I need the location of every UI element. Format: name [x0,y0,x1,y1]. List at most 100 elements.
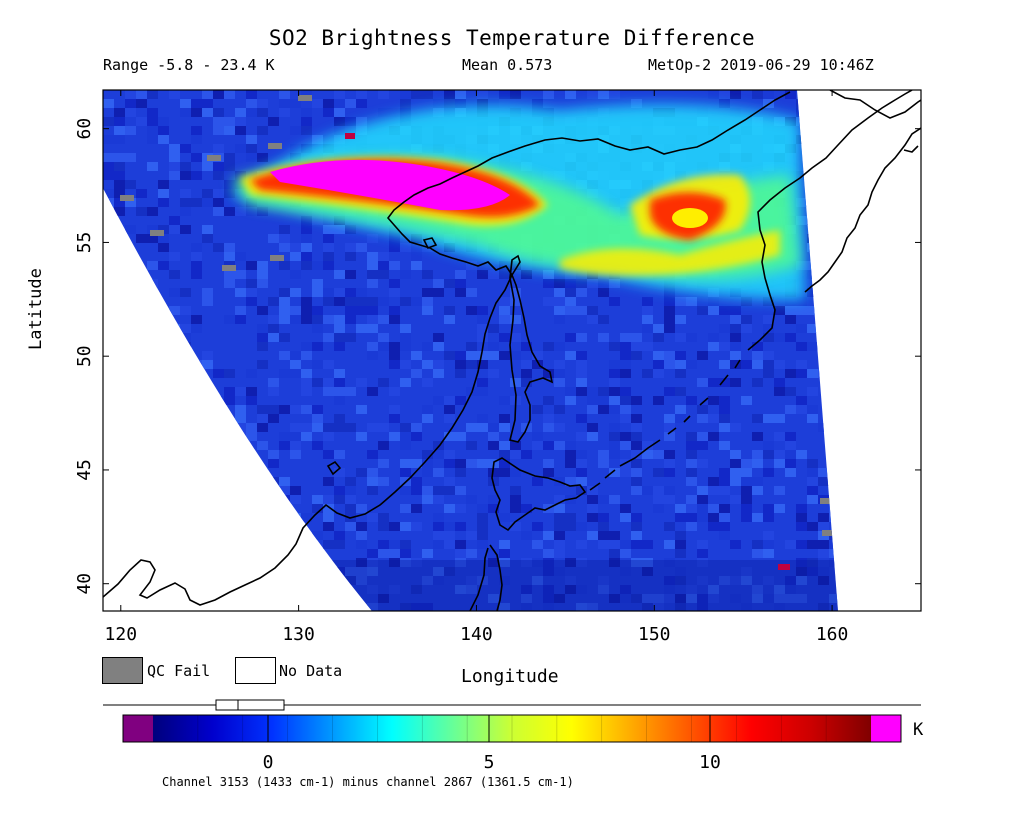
pixel [422,405,433,414]
pixel [796,513,807,522]
pixel [246,153,257,162]
pixel [323,513,334,522]
pixel [257,207,268,216]
pixel [730,342,741,351]
pixel [180,108,191,117]
qc-fail-swatch [102,657,143,684]
pixel [279,306,290,315]
pixel [400,342,411,351]
pixel [312,360,323,369]
coastline-chukotka [829,90,921,153]
pixel [686,360,697,369]
pixel [642,486,653,495]
pixel [576,468,587,477]
pixel [708,522,719,531]
pixel [400,99,411,108]
pixel [389,540,400,549]
pixel [257,441,268,450]
pixel [763,351,774,360]
pixel [378,315,389,324]
pixel [730,576,741,585]
pixel [334,117,345,126]
pixel [620,342,631,351]
pixel [312,324,323,333]
pixel [697,513,708,522]
pixel [279,243,290,252]
pixel [664,315,675,324]
pixel [697,540,708,549]
plume-region [270,159,510,211]
pixel [334,342,345,351]
pixel [334,270,345,279]
pixel [444,477,455,486]
pixel [741,495,752,504]
pixel [697,414,708,423]
pixel [708,414,719,423]
pixel [389,234,400,243]
pixel [323,432,334,441]
pixel [279,234,290,243]
pixel [543,549,554,558]
pixel [488,270,499,279]
pixel [477,387,488,396]
pixel [290,423,301,432]
pixel [785,315,796,324]
pixel [466,342,477,351]
pixel [620,441,631,450]
pixel [565,513,576,522]
pixel [477,540,488,549]
pixel [136,99,147,108]
pixel [653,324,664,333]
pixel [609,369,620,378]
pixel [565,288,576,297]
pixel [576,540,587,549]
pixel [675,594,686,603]
pixel [708,513,719,522]
pixel [587,504,598,513]
pixel [323,450,334,459]
pixel [741,486,752,495]
pixel [323,234,334,243]
pixel [389,432,400,441]
pixel [686,513,697,522]
pixel [279,99,290,108]
pixel [246,297,257,306]
pixel [180,171,191,180]
pixel [103,171,114,180]
colorbar-slider[interactable] [215,699,285,711]
pixel [411,603,422,611]
outlier-pixel [778,564,790,570]
pixel [213,108,224,117]
pixel [642,603,653,611]
pixel [763,324,774,333]
pixel [785,576,796,585]
pixel [367,585,378,594]
pixel [356,405,367,414]
pixel [444,351,455,360]
pixel [631,468,642,477]
pixel [730,315,741,324]
pixel [389,315,400,324]
pixel [345,270,356,279]
pixel [818,603,829,611]
pixel [686,432,697,441]
pixel [213,243,224,252]
pixel [741,477,752,486]
pixel [785,306,796,315]
pixel [708,486,719,495]
pixel [741,576,752,585]
pixel [356,243,367,252]
pixel [400,423,411,432]
pixel [301,369,312,378]
pixel [191,261,202,270]
pixel [532,351,543,360]
pixel [422,288,433,297]
pixel [147,108,158,117]
pixel [708,432,719,441]
pixel [741,459,752,468]
pixel [796,504,807,513]
pixel [785,405,796,414]
y-tick-label: 60 [74,118,95,140]
pixel [191,126,202,135]
pixel [752,513,763,522]
